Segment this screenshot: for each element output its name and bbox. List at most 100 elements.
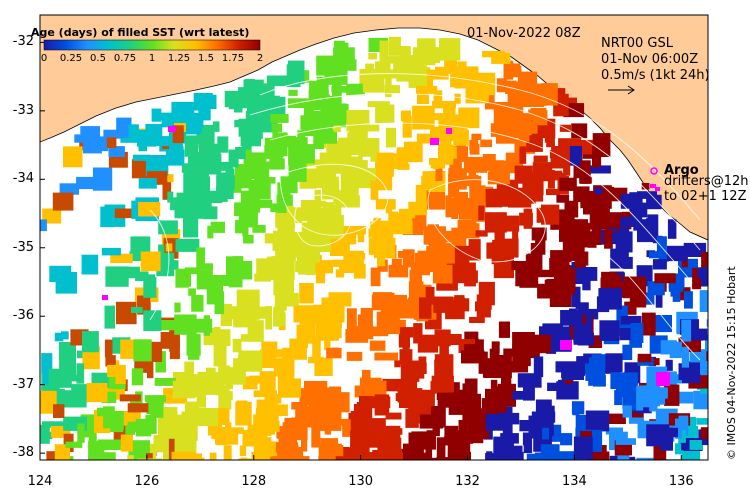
sst-age-cell <box>429 47 442 58</box>
sst-age-cell <box>665 359 673 371</box>
sst-age-cell <box>288 447 304 460</box>
sst-age-cell <box>700 427 708 440</box>
sst-age-cell <box>335 269 345 278</box>
sst-age-cell <box>213 326 221 344</box>
sst-age-cell <box>162 178 172 200</box>
sst-age-cell <box>397 251 414 258</box>
sst-age-cell <box>433 296 454 313</box>
sst-age-cell <box>380 220 399 231</box>
sst-age-cell <box>331 86 348 93</box>
sst-age-cell <box>519 420 539 432</box>
sst-age-cell <box>525 253 543 272</box>
sst-age-cell <box>191 116 204 128</box>
sst-age-cell <box>408 201 428 216</box>
sst-age-cell <box>76 363 85 384</box>
latitude-tick-label: -34 <box>12 171 34 187</box>
sst-age-cell <box>700 383 708 394</box>
sst-age-cell <box>572 406 580 416</box>
sst-age-cell <box>382 378 401 392</box>
sst-age-cell <box>270 456 277 460</box>
sst-age-cell <box>199 377 215 387</box>
sst-age-cell <box>701 438 708 446</box>
sst-age-cell <box>457 219 477 231</box>
sst-age-cell <box>419 297 432 319</box>
sst-age-cell <box>191 294 204 312</box>
sst-age-cell <box>697 267 708 279</box>
sst-age-cell <box>388 428 403 435</box>
sst-age-cell <box>367 101 390 108</box>
sst-age-cell <box>616 305 628 325</box>
sst-age-cell <box>324 332 331 351</box>
sst-age-cell <box>592 146 602 168</box>
sst-age-cell <box>403 443 410 460</box>
sst-age-cell <box>562 232 570 253</box>
sst-age-cell <box>40 391 57 414</box>
sst-age-cell <box>165 243 173 252</box>
sst-age-cell <box>270 203 283 212</box>
sst-age-cell <box>266 75 288 87</box>
sst-age-cell <box>478 205 485 221</box>
sst-age-cell <box>368 53 377 60</box>
sst-age-cell <box>73 398 85 405</box>
sst-age-cell <box>374 352 398 361</box>
sst-age-cell <box>454 93 461 104</box>
sst-age-cell <box>692 267 702 290</box>
sst-age-cell <box>461 350 485 364</box>
sst-age-cell <box>135 418 152 437</box>
sst-age-cell <box>620 315 642 325</box>
sst-age-cell <box>120 339 138 359</box>
sst-age-cell <box>289 338 308 348</box>
sst-age-cell <box>131 368 144 386</box>
sst-age-cell <box>120 135 144 143</box>
sst-age-cell <box>493 386 513 400</box>
sst-age-cell <box>331 259 354 267</box>
sst-age-cell <box>357 314 366 332</box>
sst-age-cell <box>655 291 663 308</box>
sst-age-cell <box>104 339 113 358</box>
sst-age-cell <box>377 445 387 460</box>
sst-age-cell <box>534 83 546 102</box>
sst-age-cell <box>503 348 524 357</box>
sst-age-cell <box>494 438 514 451</box>
sst-age-cell <box>365 63 374 73</box>
sst-age-cell <box>127 403 149 413</box>
sst-age-cell <box>187 345 200 360</box>
sst-age-cell <box>563 162 571 176</box>
sst-age-cell <box>273 311 286 327</box>
sst-age-cell <box>210 221 225 233</box>
sst-age-cell <box>351 110 368 124</box>
sst-age-cell <box>511 261 527 271</box>
sst-age-cell <box>119 394 141 402</box>
sst-age-cell <box>207 225 214 239</box>
sst-age-cell <box>471 133 482 140</box>
sst-age-cell <box>273 275 294 296</box>
sst-age-cell <box>385 127 396 148</box>
latitude-tick-label: -35 <box>12 239 34 255</box>
sst-age-cell <box>319 306 338 328</box>
sst-age-cell <box>328 96 340 116</box>
sst-age-cell <box>203 328 215 346</box>
sst-age-cell <box>267 349 290 358</box>
sst-age-cell <box>120 434 133 452</box>
sst-age-cell <box>539 170 563 180</box>
sst-age-cell <box>475 301 483 312</box>
sst-age-cell <box>290 421 306 432</box>
sst-age-cell <box>612 231 629 244</box>
sst-age-cell <box>335 456 345 460</box>
sst-age-cell <box>526 171 544 196</box>
sst-age-cell <box>678 429 686 449</box>
sst-age-cell <box>510 65 522 74</box>
sst-age-cell <box>340 455 353 460</box>
sst-age-cell <box>172 380 196 399</box>
sst-age-cell <box>354 417 365 426</box>
sst-age-cell <box>608 413 626 424</box>
sst-age-cell <box>236 400 248 422</box>
sst-age-cell <box>432 101 456 109</box>
sst-age-cell <box>172 372 191 384</box>
sst-age-cell <box>573 163 582 179</box>
sst-age-cell <box>82 331 99 353</box>
sst-age-cell <box>143 310 162 332</box>
sst-age-cell <box>88 420 97 444</box>
sst-age-cell <box>439 38 461 61</box>
sst-age-cell <box>324 202 334 218</box>
